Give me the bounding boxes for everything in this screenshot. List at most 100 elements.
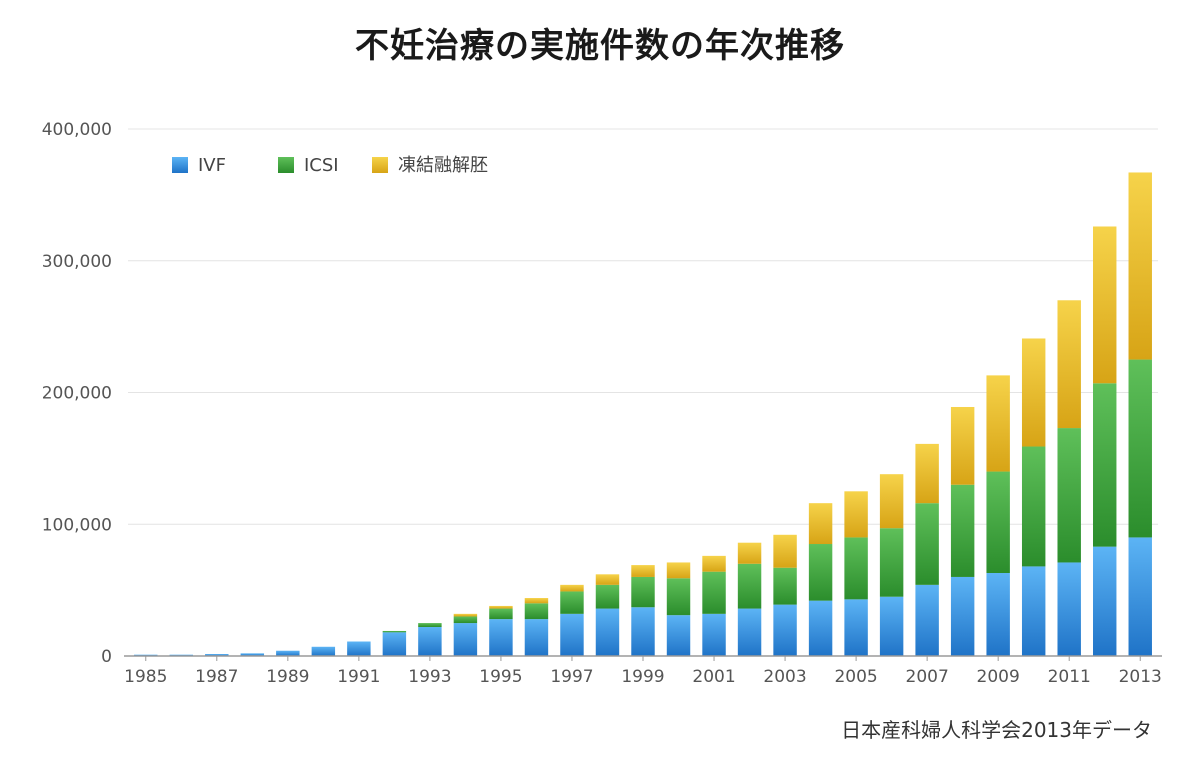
- x-tick-label: 2013: [1119, 667, 1162, 687]
- bar-ICSI-1993: [418, 623, 442, 628]
- bar-ICSI-2003: [773, 567, 797, 605]
- bars: [134, 172, 1152, 656]
- bar-IVF-2007: [915, 584, 939, 656]
- x-tick-label: 1997: [550, 667, 593, 687]
- x-tick-label: 2001: [692, 667, 735, 687]
- bar-IVF-1999: [631, 607, 655, 656]
- bar-凍結融解胚-1995: [489, 605, 513, 609]
- x-tick-label: 1991: [337, 667, 380, 687]
- bar-ICSI-2002: [737, 563, 762, 609]
- x-tick-label: 1989: [266, 667, 309, 687]
- bar-ICSI-1994: [453, 616, 478, 624]
- bar-ICSI-1997: [560, 591, 584, 614]
- legend-item: 凍結融解胚: [372, 155, 488, 176]
- y-tick-label: 200,000: [42, 384, 112, 404]
- bar-ICSI-2004: [808, 544, 833, 601]
- y-tick-label: 400,000: [42, 120, 112, 140]
- y-tick-label: 100,000: [42, 515, 112, 535]
- bar-ICSI-2012: [1093, 383, 1117, 547]
- bar-IVF-1998: [595, 608, 620, 656]
- legend-label: IVF: [198, 155, 226, 176]
- bar-IVF-2012: [1093, 546, 1117, 656]
- bar-IVF-1996: [524, 619, 549, 656]
- legend-item: ICSI: [278, 155, 339, 176]
- x-tick-label: 1985: [124, 667, 167, 687]
- bar-凍結融解胚-1997: [560, 584, 584, 592]
- bar-ICSI-2013: [1128, 359, 1152, 538]
- bar-ICSI-2011: [1057, 428, 1081, 563]
- x-tick-label: 1999: [621, 667, 664, 687]
- bar-ICSI-2010: [1021, 446, 1046, 567]
- bar-凍結融解胚-2009: [986, 375, 1010, 472]
- bar-凍結融解胚-2007: [915, 443, 939, 504]
- bar-凍結融解胚-2008: [950, 406, 975, 485]
- bar-IVF-2005: [844, 599, 868, 656]
- bar-IVF-2002: [737, 608, 762, 656]
- bar-IVF-1994: [453, 623, 478, 656]
- x-tick-label: 2003: [763, 667, 806, 687]
- bar-凍結融解胚-2011: [1057, 300, 1081, 429]
- x-tick-label: 1993: [408, 667, 451, 687]
- bar-ICSI-1996: [524, 603, 549, 620]
- bar-IVF-1997: [560, 613, 584, 656]
- bar-凍結融解胚-2010: [1021, 338, 1046, 447]
- bar-凍結融解胚-2006: [879, 474, 904, 529]
- legend: IVF ICSI 凍結融解胚: [172, 155, 488, 176]
- bar-ICSI-1995: [489, 608, 513, 620]
- bar-IVF-1991: [347, 641, 371, 656]
- bar-凍結融解胚-2012: [1093, 226, 1117, 384]
- bar-IVF-1988: [240, 653, 265, 656]
- bar-凍結融解胚-2000: [666, 562, 691, 579]
- bar-ICSI-1998: [595, 584, 620, 609]
- bar-IVF-1992: [382, 632, 407, 656]
- bar-ICSI-2008: [950, 484, 975, 577]
- bar-IVF-2010: [1021, 566, 1046, 656]
- bar-凍結融解胚-2001: [702, 555, 726, 572]
- bar-ICSI-2001: [702, 571, 726, 614]
- bar-凍結融解胚-2013: [1128, 172, 1152, 360]
- bar-ICSI-2000: [666, 578, 691, 616]
- bar-ICSI-2007: [915, 503, 939, 585]
- x-tick-label: 2011: [1048, 667, 1091, 687]
- bar-IVF-1990: [311, 646, 336, 656]
- bar-凍結融解胚-1998: [595, 574, 620, 585]
- bar-IVF-2004: [808, 600, 833, 656]
- bar-IVF-2011: [1057, 562, 1081, 656]
- bar-IVF-2013: [1128, 537, 1152, 656]
- bar-凍結融解胚-2003: [773, 534, 797, 568]
- bar-ICSI-2009: [986, 471, 1010, 573]
- x-axis-ticks: 1985 1987 1989 1991 1993 1995 1997 1999 2001 2003…: [124, 656, 1162, 687]
- bar-凍結融解胚-1994: [453, 613, 478, 617]
- source-note: 日本産科婦人科学会2013年データ: [841, 718, 1152, 742]
- bar-IVF-1989: [276, 650, 300, 656]
- legend-swatch: [278, 157, 294, 173]
- bar-IVF-1993: [418, 627, 442, 656]
- bar-凍結融解胚-1996: [524, 598, 549, 604]
- bar-IVF-2000: [666, 615, 691, 656]
- bar-ICSI-1992: [382, 630, 407, 633]
- x-tick-label: 2005: [834, 667, 877, 687]
- legend-label: 凍結融解胚: [398, 155, 488, 176]
- y-axis-ticks: 0 100,000 200,000 300,000 400,000: [42, 120, 112, 667]
- x-tick-label: 2007: [906, 667, 949, 687]
- gridlines: [128, 128, 1158, 525]
- legend-label: ICSI: [304, 155, 339, 176]
- bar-ICSI-2006: [879, 528, 904, 597]
- bar-IVF-2009: [986, 572, 1010, 656]
- legend-swatch: [372, 157, 388, 173]
- x-tick-label: 1995: [479, 667, 522, 687]
- legend-swatch: [172, 157, 188, 173]
- bar-凍結融解胚-2005: [844, 491, 868, 538]
- bar-IVF-2008: [950, 576, 975, 656]
- bar-凍結融解胚-2002: [737, 542, 762, 564]
- chart-title: 不妊治療の実施件数の年次推移: [355, 26, 845, 66]
- y-tick-label: 300,000: [42, 252, 112, 272]
- x-tick-label: 2009: [977, 667, 1020, 687]
- y-tick-label: 0: [101, 647, 112, 667]
- bar-IVF-2001: [702, 613, 726, 656]
- bar-ICSI-2005: [844, 537, 868, 600]
- bar-凍結融解胚-1999: [631, 565, 655, 577]
- bar-IVF-1995: [489, 619, 513, 656]
- legend-item: IVF: [172, 155, 226, 176]
- bar-凍結融解胚-2004: [808, 503, 833, 545]
